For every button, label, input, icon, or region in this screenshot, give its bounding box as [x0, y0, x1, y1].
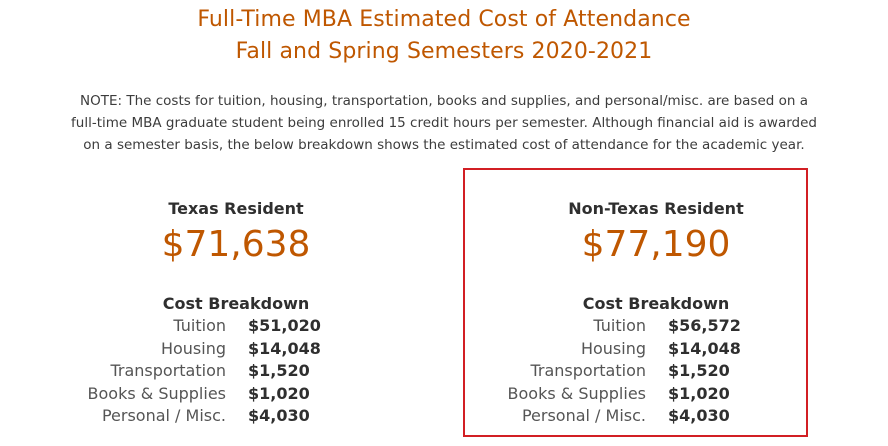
non-texas-row-books-supplies: Books & Supplies $1,020: [420, 383, 730, 407]
cost-item-value: $51,020: [248, 316, 321, 335]
texas-resident-label: Texas Resident: [168, 199, 304, 218]
cost-item-label: Tuition: [173, 316, 226, 335]
cost-item-label: Transportation: [110, 361, 226, 380]
cost-item-value: $14,048: [668, 338, 741, 358]
texas-row-books-supplies: Books & Supplies $1,020: [0, 383, 310, 407]
texas-breakdown-list: Tuition $51,020 Housing $14,048 Transpor…: [0, 316, 321, 429]
cost-item-label: Transportation: [530, 361, 646, 380]
texas-row-personal-misc: Personal / Misc. $4,030: [0, 406, 310, 429]
non-texas-row-personal-misc: Personal / Misc. $4,030: [420, 406, 730, 429]
note-line2: full-time MBA graduate student being enr…: [71, 115, 817, 131]
cost-note: NOTE: The costs for tuition, housing, tr…: [0, 90, 888, 156]
note-line3: on a semester basis, the below breakdown…: [83, 137, 805, 153]
non-texas-resident-label: Non-Texas Resident: [568, 199, 744, 218]
cost-item-value: $56,572: [668, 316, 741, 335]
cost-item-label: Personal / Misc.: [101, 406, 226, 425]
texas-breakdown-title: Cost Breakdown: [162, 294, 310, 313]
cost-item-value: $4,030: [248, 406, 310, 425]
cost-item-value: $1,020: [248, 383, 310, 403]
non-texas-total-cost: $77,190: [581, 224, 731, 265]
cost-item-label: Books & Supplies: [507, 383, 646, 403]
texas-total-cost: $71,638: [161, 224, 311, 265]
non-texas-breakdown-list: Tuition $56,572 Housing $14,048 Transpor…: [420, 316, 741, 429]
cost-item-label: Housing: [160, 338, 226, 358]
cost-item-label: Books & Supplies: [87, 383, 226, 403]
texas-row-tuition: Tuition $51,020: [0, 316, 320, 339]
cost-item-value: $1,520: [248, 361, 310, 380]
non-texas-row-tuition: Tuition $56,572: [420, 316, 740, 339]
cost-item-value: $14,048: [248, 338, 321, 358]
cost-item-value: $4,030: [668, 406, 730, 425]
cost-item-value: $1,020: [668, 383, 730, 403]
cost-item-label: Housing: [580, 338, 646, 358]
cost-item-label: Tuition: [593, 316, 646, 335]
texas-row-housing: Housing $14,048: [0, 338, 321, 362]
page-title-line1: Full-Time MBA Estimated Cost of Attendan…: [197, 7, 691, 32]
non-texas-highlight-box: [463, 168, 808, 437]
page-subtitle-line2: Fall and Spring Semesters 2020-2021: [235, 39, 653, 64]
non-texas-row-housing: Housing $14,048: [420, 338, 741, 362]
non-texas-row-transportation: Transportation $1,520: [420, 361, 729, 384]
non-texas-breakdown-title: Cost Breakdown: [582, 294, 730, 313]
cost-item-label: Personal / Misc.: [521, 406, 646, 425]
cost-item-value: $1,520: [668, 361, 730, 380]
texas-row-transportation: Transportation $1,520: [0, 361, 309, 384]
note-line1: NOTE: The costs for tuition, housing, tr…: [79, 93, 809, 109]
